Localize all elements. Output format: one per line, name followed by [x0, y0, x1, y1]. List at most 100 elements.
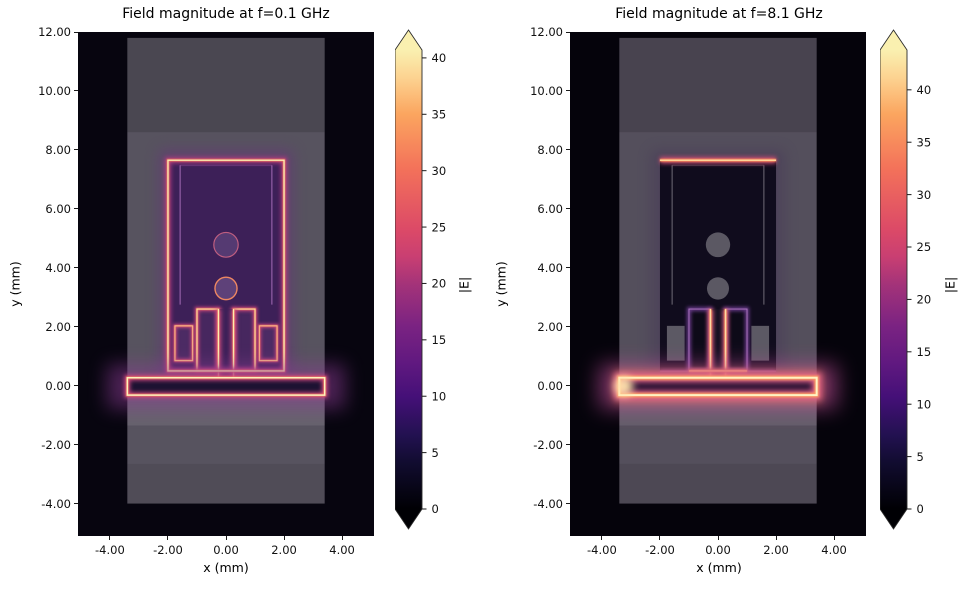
colorbar-tick-label: 20: [917, 293, 932, 307]
y-tick: [566, 326, 570, 328]
tall-slot-left: [688, 309, 711, 371]
small-slot-right: [751, 325, 770, 361]
y-tick-label: 10.00: [530, 83, 563, 98]
colorbar-tick-label: 40: [917, 83, 932, 97]
y-tick-label: -4.00: [41, 496, 71, 511]
y-tick-label: 8.00: [537, 142, 563, 157]
colorbar-tick-label: 0: [432, 502, 439, 516]
circle-bottom: [706, 277, 730, 300]
y-tick: [74, 208, 78, 210]
y-tick-label: 10.00: [38, 83, 71, 98]
y-tick-label: 12.00: [38, 25, 71, 39]
colorbar-tick-label: 30: [432, 164, 447, 178]
colorbar-tick-label: 25: [917, 240, 932, 254]
colorbar-tick-label: 20: [432, 277, 447, 291]
y-tick: [74, 90, 78, 92]
x-tick-label: 4.00: [821, 543, 847, 557]
x-axis-label-right: x (mm): [696, 560, 742, 575]
y-tick: [566, 149, 570, 151]
colorbar-label-right: |E|: [942, 276, 958, 294]
colorbar-tick-label: 25: [432, 220, 447, 234]
small-slot-left: [174, 325, 194, 362]
x-tick-label: 2.00: [763, 543, 789, 557]
feed-fill: [710, 309, 726, 378]
heatmap-canvas-0: [78, 32, 374, 536]
circle-bottom: [214, 276, 238, 301]
small-slot-right: [259, 325, 278, 361]
colorbar-canvas-1: 0 5 10 15 20 25 30 35 40: [879, 29, 932, 530]
y-tick-label: 6.00: [45, 201, 71, 216]
colorbar-tick-label: 35: [432, 107, 447, 121]
y-tick-label: 0.00: [45, 378, 71, 393]
y-tick: [566, 444, 570, 446]
x-tick-label: -2.00: [645, 543, 675, 557]
feed-fill: [218, 309, 234, 378]
y-tick: [566, 208, 570, 210]
y-tick-label: 6.00: [537, 201, 563, 216]
x-tick: [833, 536, 835, 540]
x-tick-label: 4.00: [329, 543, 355, 557]
colorbar-tick-label: 35: [917, 135, 932, 149]
x-tick: [283, 536, 285, 540]
tall-slot-right: [233, 309, 256, 371]
heatmap-1: [570, 32, 866, 536]
y-tick-label: -2.00: [533, 437, 563, 452]
shade-top: [127, 37, 325, 133]
x-tick: [341, 536, 343, 540]
colorbar-0: 0 5 10 15 20 25 30 35 40: [394, 29, 455, 535]
colorbar-gradient-1: [879, 29, 908, 530]
y-tick: [74, 149, 78, 151]
y-tick-label: -2.00: [41, 437, 71, 452]
x-tick: [225, 536, 227, 540]
colorbar-tick-label: 5: [917, 450, 924, 464]
circle-top: [705, 232, 731, 258]
colorbar-tick-label: 15: [917, 345, 932, 359]
shade-bottom: [619, 463, 817, 504]
colorbar-gradient-0: [394, 29, 423, 530]
tall-slot-right: [725, 309, 748, 371]
y-tick: [74, 31, 78, 33]
y-tick: [566, 90, 570, 92]
colorbar-1: 0 5 10 15 20 25 30 35 40: [879, 29, 940, 535]
bar-end-left: [614, 376, 634, 396]
y-tick-label: 4.00: [537, 260, 563, 275]
y-tick-label: 2.00: [45, 319, 71, 334]
x-tick: [659, 536, 661, 540]
colorbar-tick-label: 10: [917, 397, 932, 411]
y-tick-label: 8.00: [45, 142, 71, 157]
small-slot-left: [666, 325, 685, 361]
x-tick-label: 0.00: [705, 543, 731, 557]
y-tick-label: 0.00: [537, 378, 563, 393]
x-axis-label-left: x (mm): [203, 560, 249, 575]
x-tick: [167, 536, 169, 540]
colorbar-tick-label: 10: [432, 389, 447, 403]
x-tick: [717, 536, 719, 540]
colorbar-tick-label: 15: [432, 333, 447, 347]
small-slot-left: [174, 325, 193, 361]
y-tick: [566, 503, 570, 505]
colorbar-tick-label: 0: [917, 502, 924, 516]
plot-title-left: Field magnitude at f=0.1 GHz: [122, 6, 330, 22]
tall-slot-left: [196, 309, 219, 371]
x-tick-label: -4.00: [587, 543, 617, 557]
y-tick-label: 4.00: [45, 260, 71, 275]
x-tick: [601, 536, 603, 540]
x-tick-label: -2.00: [153, 543, 183, 557]
x-tick-label: -4.00: [95, 543, 125, 557]
colorbar-tick-label: 30: [917, 188, 932, 202]
heatmap-0: [78, 32, 374, 536]
y-tick: [74, 503, 78, 505]
x-tick-label: 0.00: [213, 543, 239, 557]
y-tick: [74, 385, 78, 387]
x-tick: [775, 536, 777, 540]
y-tick: [74, 326, 78, 328]
circle-top: [213, 231, 239, 258]
y-tick-label: 2.00: [537, 319, 563, 334]
y-tick: [566, 385, 570, 387]
y-tick: [74, 444, 78, 446]
colorbar-label-left: |E|: [456, 276, 472, 294]
y-tick-label: 12.00: [530, 25, 563, 39]
bar-fill: [127, 377, 325, 396]
y-tick: [566, 267, 570, 269]
